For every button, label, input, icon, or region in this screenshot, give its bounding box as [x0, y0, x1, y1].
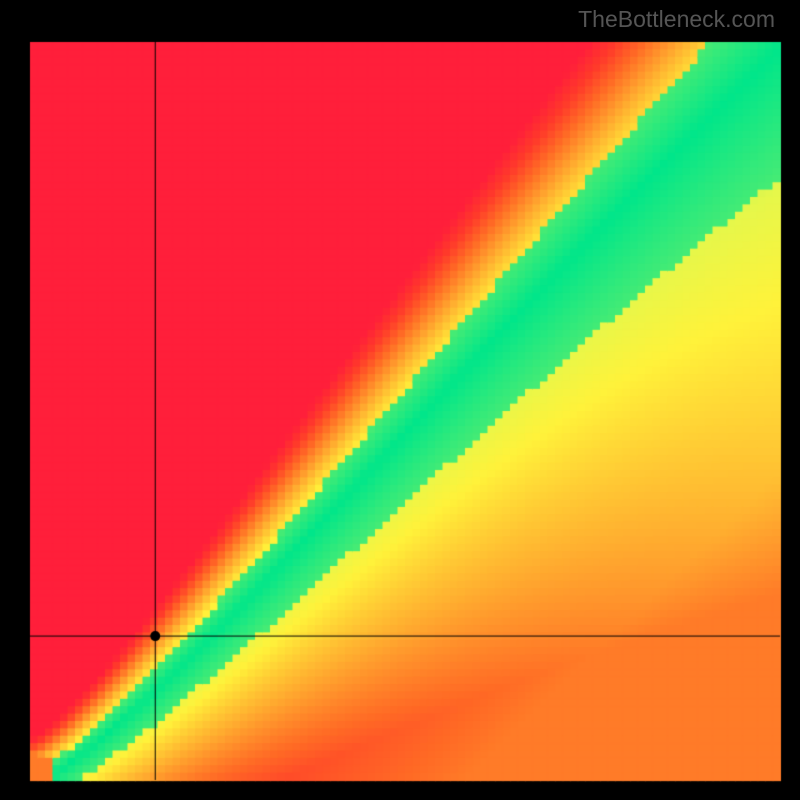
bottleneck-heatmap: [0, 0, 800, 800]
watermark-text: TheBottleneck.com: [578, 6, 775, 33]
chart-container: TheBottleneck.com: [0, 0, 800, 800]
